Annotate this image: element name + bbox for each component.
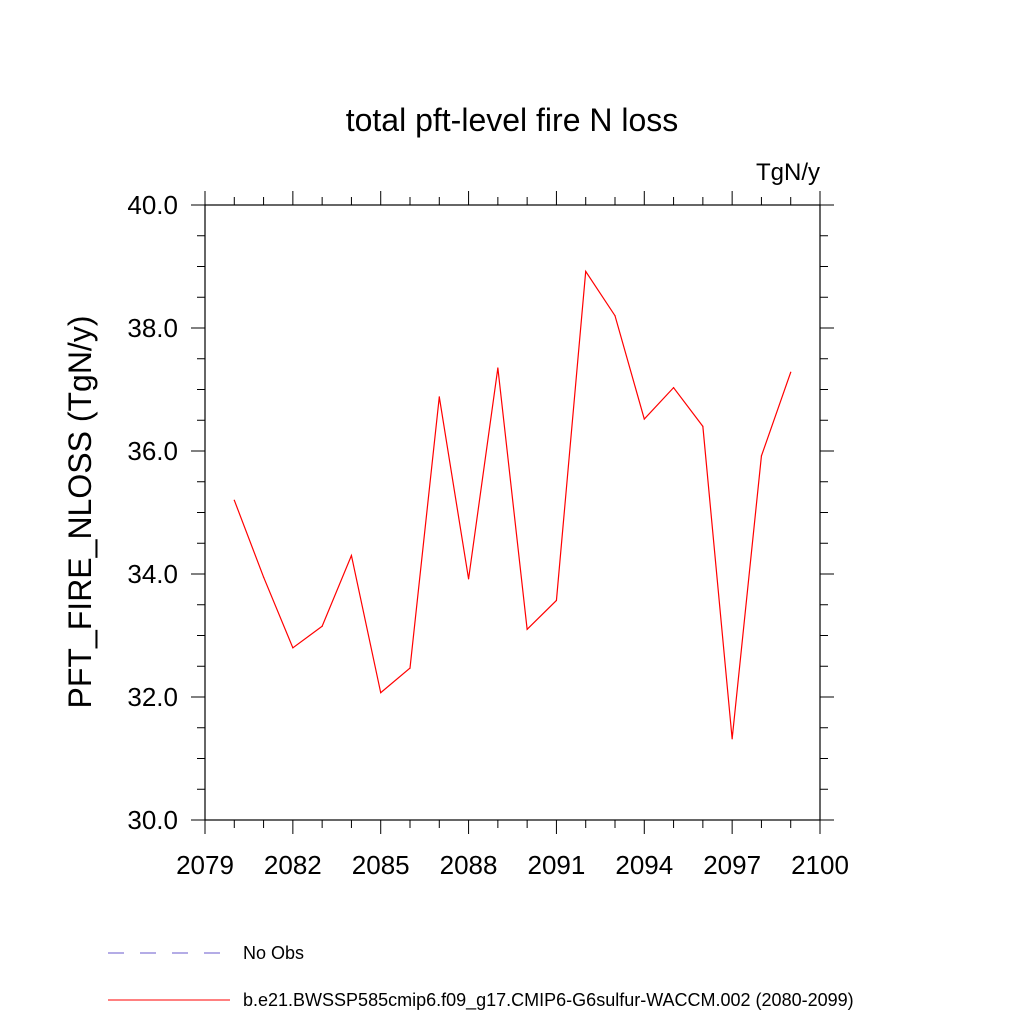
data-point [731, 738, 733, 740]
x-tick-label: 2085 [352, 850, 410, 880]
units-label: TgN/y [756, 159, 820, 186]
data-point [790, 371, 792, 373]
x-tick-labels: 2079 2082 2085 2088 2091 2094 2097 2100 [176, 850, 849, 880]
series-line [233, 269, 792, 739]
data-point [497, 367, 499, 369]
data-point [438, 396, 440, 398]
y-tick-label: 36.0 [127, 436, 178, 466]
y-tick-labels: 30.0 32.0 34.0 36.0 38.0 40.0 [127, 190, 178, 835]
data-point [467, 578, 470, 580]
data-point [526, 628, 528, 630]
legend: No Obs b.e21.BWSSP585cmip6.f09_g17.CMIP6… [108, 943, 854, 1011]
y-tick-label: 30.0 [127, 805, 178, 835]
x-tick-label: 2079 [176, 850, 234, 880]
data-point [555, 599, 558, 602]
axis-ticks [191, 191, 834, 834]
data-point [409, 667, 411, 669]
y-tick-label: 40.0 [127, 190, 178, 220]
y-tick-label: 34.0 [127, 559, 178, 589]
y-axis-label: PFT_FIRE_NLOSS (TgN/y) [62, 316, 98, 709]
legend-label-model: b.e21.BWSSP585cmip6.f09_g17.CMIP6-G6sulf… [243, 990, 854, 1011]
data-point [233, 499, 235, 501]
x-tick-label: 2094 [615, 850, 673, 880]
data-point [702, 425, 704, 427]
chart-title: total pft-level fire N loss [346, 102, 679, 138]
x-tick-label: 2088 [440, 850, 498, 880]
data-point [380, 692, 382, 694]
data-point [262, 576, 265, 578]
data-point [321, 625, 323, 627]
data-point [585, 270, 587, 273]
y-tick-label: 32.0 [127, 682, 178, 712]
x-tick-label: 2100 [791, 850, 849, 880]
series-layer [233, 269, 792, 740]
data-point [672, 387, 675, 389]
x-tick-label: 2091 [528, 850, 586, 880]
plot-frame [204, 204, 821, 821]
data-point [643, 418, 645, 420]
legend-label-no-obs: No Obs [243, 943, 304, 963]
x-tick-label: 2082 [264, 850, 322, 880]
x-tick-label: 2097 [703, 850, 761, 880]
data-point [760, 455, 763, 457]
data-point [292, 647, 294, 649]
data-point [614, 315, 616, 317]
data-point [350, 554, 353, 557]
y-tick-label: 38.0 [127, 313, 178, 343]
